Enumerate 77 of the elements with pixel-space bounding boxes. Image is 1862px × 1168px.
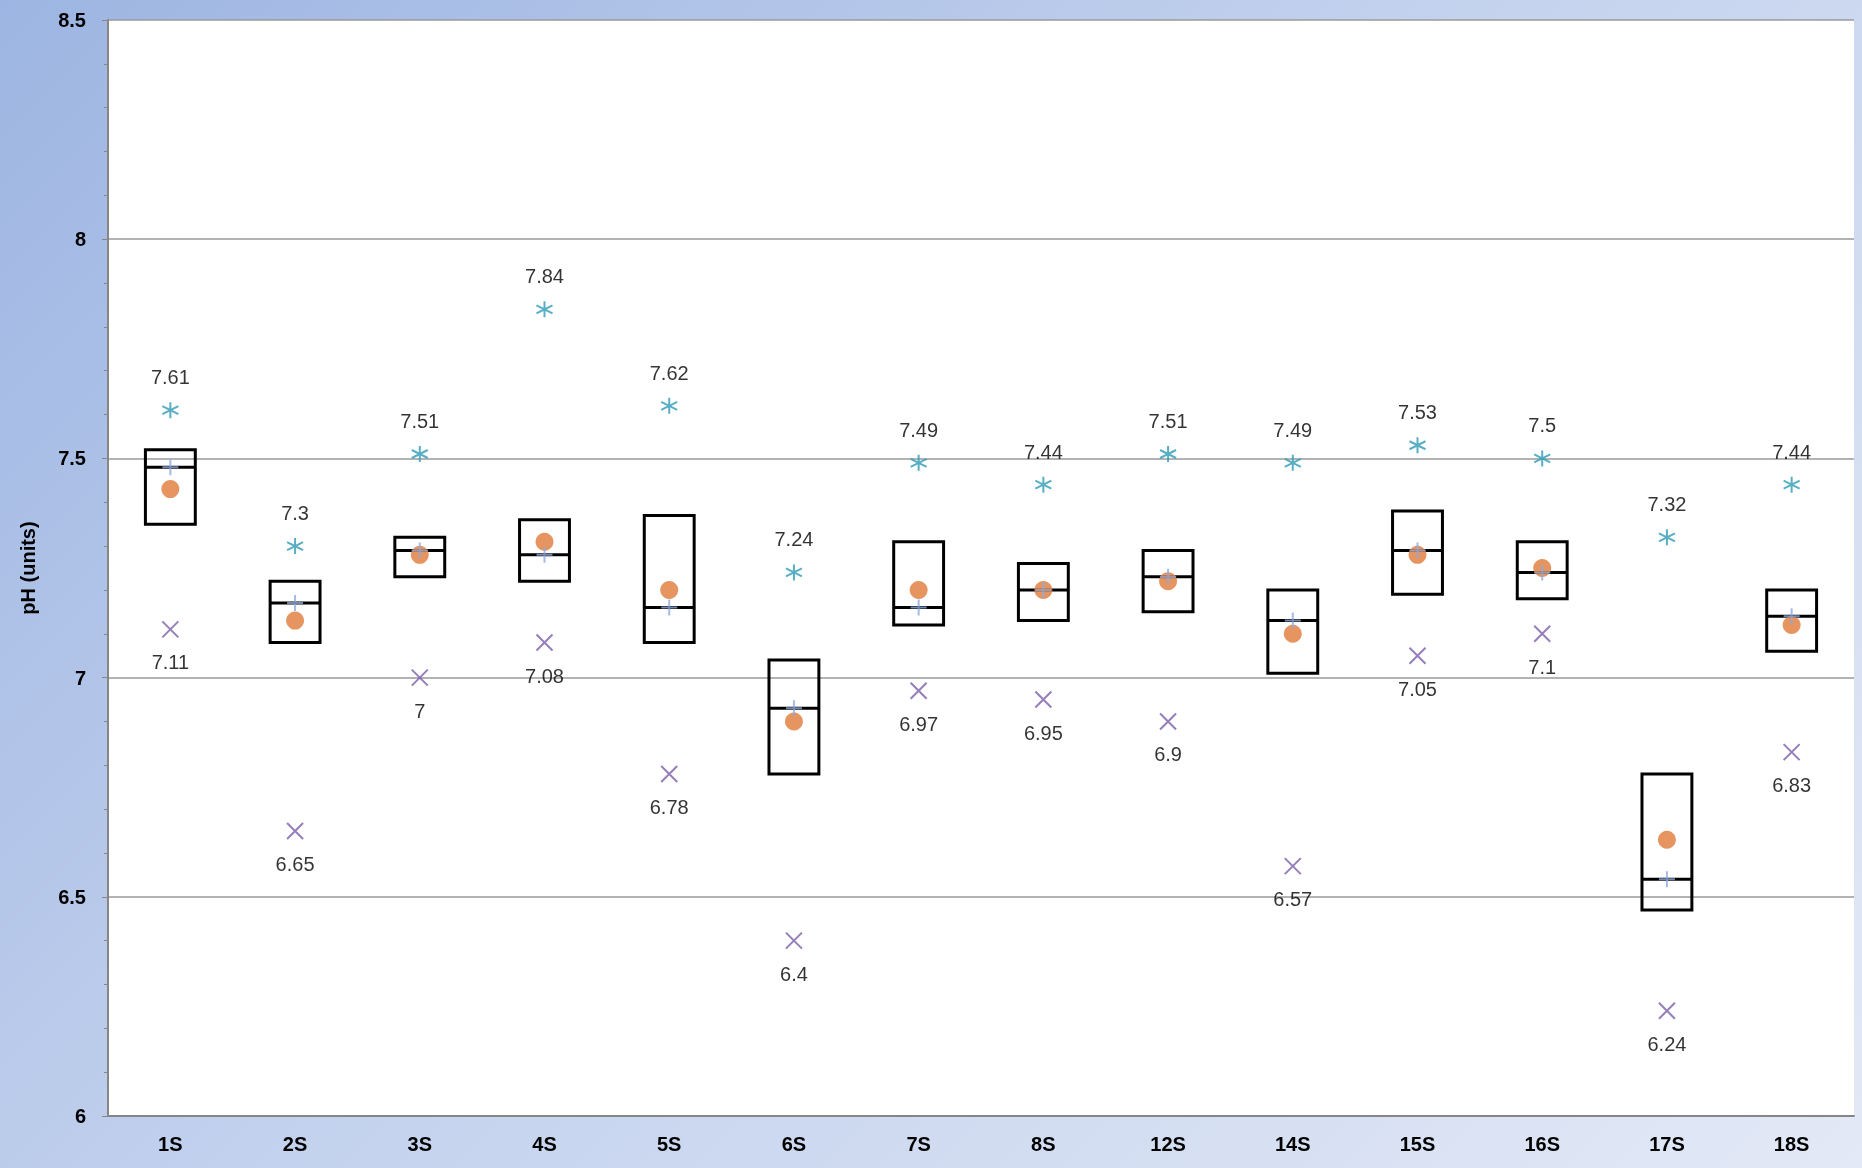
- point: [410, 445, 429, 464]
- point: [1533, 449, 1552, 468]
- data-label: 7.49: [1273, 418, 1313, 441]
- point: [410, 668, 429, 687]
- data-label: 7.08: [525, 664, 564, 687]
- x-tick-label: 15S: [1399, 1133, 1436, 1155]
- data-label: 7.51: [1148, 410, 1188, 433]
- point: [1283, 857, 1302, 876]
- data-label: 7.1: [1528, 655, 1557, 678]
- point: [1159, 712, 1178, 731]
- data-label: 7.44: [1023, 440, 1063, 463]
- y-tick-label: 7: [74, 666, 86, 689]
- data-label: 6.65: [275, 853, 315, 876]
- x-tick-label: 14S: [1274, 1133, 1311, 1155]
- point: [286, 537, 305, 556]
- point: [1283, 453, 1302, 472]
- x-tick-label: 1S: [158, 1133, 183, 1155]
- point: [1408, 436, 1427, 455]
- point: [161, 401, 180, 420]
- x-tick-label: 16S: [1524, 1133, 1561, 1155]
- point: [1159, 445, 1178, 464]
- point: [909, 453, 928, 472]
- x-tick-label: 12S: [1150, 1133, 1186, 1155]
- data-label: 7.84: [525, 265, 564, 288]
- data-label: 7.3: [281, 502, 309, 525]
- data-label: 6.95: [1023, 721, 1063, 744]
- y-axis-title: pH (units): [17, 521, 39, 615]
- data-label: 7.05: [1398, 677, 1437, 700]
- y-tick-label: 6: [74, 1105, 86, 1127]
- data-label: 6.97: [899, 712, 939, 735]
- point: [660, 765, 679, 784]
- x-tick-label: 3S: [407, 1133, 433, 1155]
- data-label: 7.53: [1398, 401, 1437, 424]
- data-label: 7.51: [400, 410, 440, 433]
- point: [161, 620, 180, 639]
- point: [1657, 1001, 1676, 1020]
- x-tick-label: 8S: [1031, 1133, 1056, 1155]
- x-tick-label: 17S: [1649, 1133, 1685, 1155]
- data-label: 7.11: [151, 651, 190, 674]
- y-tick-label: 7.5: [58, 447, 86, 470]
- point: [1034, 475, 1053, 494]
- data-label: 6.78: [649, 796, 689, 819]
- point: [1533, 624, 1552, 643]
- data-label: 7.24: [774, 528, 814, 551]
- y-tick-label: 8.5: [58, 9, 86, 31]
- data-label: 7.32: [1647, 493, 1687, 516]
- point: [660, 396, 679, 415]
- x-tick-label: 5S: [656, 1133, 682, 1155]
- x-tick-label: 6S: [781, 1133, 807, 1155]
- point: [286, 822, 305, 841]
- data-label: 7.61: [150, 366, 190, 389]
- data-label: 7: [414, 699, 426, 722]
- x-tick-label: 2S: [282, 1133, 308, 1155]
- y-tick-label: 8: [74, 228, 86, 251]
- data-label: 6.9: [1154, 743, 1182, 766]
- data-label: 6.57: [1273, 888, 1313, 911]
- data-label: 7.44: [1772, 440, 1812, 463]
- point: [1408, 646, 1427, 665]
- x-tick-label: 4S: [532, 1133, 557, 1155]
- point: [1034, 690, 1053, 709]
- y-tick-label: 6.5: [58, 885, 86, 908]
- x-tick-label: 18S: [1773, 1133, 1810, 1155]
- point: [784, 931, 803, 950]
- point: [1657, 528, 1676, 547]
- point: [535, 633, 554, 652]
- data-label: 6.4: [780, 962, 808, 985]
- data-label: 6.24: [1647, 1032, 1687, 1055]
- data-label: 7.62: [649, 361, 689, 384]
- point: [1782, 743, 1801, 762]
- point: [784, 563, 803, 582]
- data-label: 6.83: [1772, 774, 1812, 797]
- x-tick-label: 7S: [906, 1133, 931, 1155]
- point: [909, 681, 928, 700]
- data-label: 7.49: [899, 418, 939, 441]
- data-label: 7.5: [1528, 414, 1557, 437]
- point: [535, 300, 554, 319]
- point: [1782, 475, 1801, 494]
